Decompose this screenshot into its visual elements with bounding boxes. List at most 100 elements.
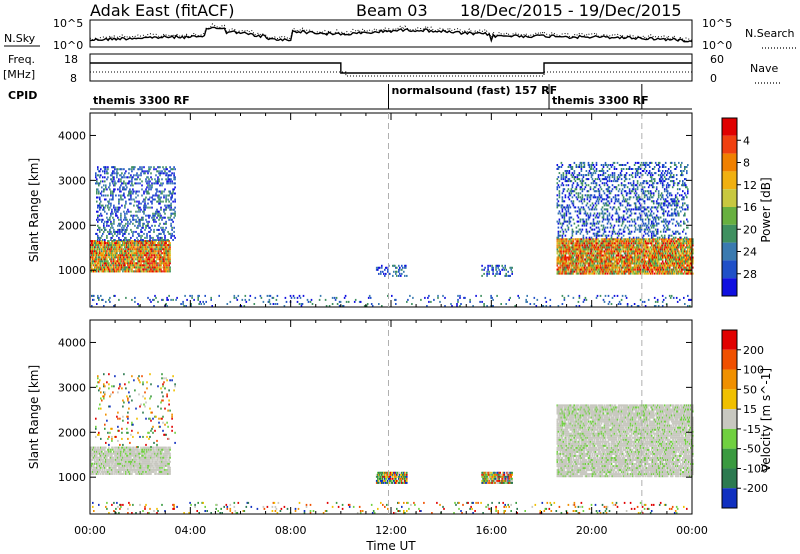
echo-cell bbox=[611, 164, 614, 166]
echo-cell bbox=[666, 244, 669, 247]
echo-cell bbox=[572, 270, 575, 273]
echo-cell bbox=[623, 252, 626, 255]
echo-cell bbox=[131, 242, 133, 245]
echo-cell bbox=[585, 262, 588, 265]
echo-cell bbox=[559, 244, 562, 247]
echo-cell bbox=[121, 258, 123, 261]
echo-cell bbox=[148, 270, 150, 273]
echo-cell bbox=[102, 240, 104, 243]
echo-cell bbox=[99, 260, 101, 263]
echo-cell bbox=[571, 272, 574, 275]
echo-cell bbox=[561, 260, 564, 263]
echo-cell bbox=[155, 270, 157, 273]
echo-cell bbox=[629, 248, 632, 251]
echo-cell bbox=[151, 206, 153, 209]
echo-cell bbox=[143, 190, 145, 193]
echo-cell bbox=[575, 256, 578, 259]
echo-cell bbox=[143, 232, 145, 235]
echo-cell bbox=[91, 266, 93, 269]
echo-cell bbox=[109, 270, 111, 273]
echo-cell bbox=[399, 266, 401, 269]
echo-cell bbox=[556, 260, 559, 263]
echo-cell bbox=[120, 168, 122, 171]
echo-cell bbox=[618, 232, 621, 235]
echo-cell bbox=[591, 266, 594, 269]
echo-cell bbox=[405, 264, 407, 267]
echo-cell bbox=[146, 186, 148, 189]
echo-cell bbox=[685, 252, 687, 255]
echo-cell bbox=[163, 168, 165, 171]
echo-cell bbox=[622, 184, 625, 187]
echo-cell bbox=[616, 268, 619, 271]
echo-cell bbox=[609, 272, 612, 275]
echo-cell bbox=[113, 230, 115, 233]
echo-cell bbox=[145, 218, 147, 221]
echo-cell bbox=[135, 262, 137, 265]
echo-cell bbox=[597, 222, 600, 225]
echo-cell bbox=[140, 240, 142, 243]
echo-cell bbox=[595, 264, 598, 267]
echo-cell bbox=[570, 188, 573, 191]
echo-cell bbox=[650, 240, 653, 243]
echo-cell bbox=[142, 264, 144, 267]
echo-cell bbox=[112, 252, 114, 255]
echo-cell bbox=[150, 264, 152, 267]
echo-cell bbox=[617, 190, 620, 193]
echo-cell bbox=[623, 270, 626, 273]
echo-cell bbox=[98, 258, 100, 261]
echo-cell bbox=[641, 244, 644, 247]
echo-cell bbox=[91, 240, 93, 243]
echo-cell bbox=[605, 258, 608, 261]
echo-cell bbox=[123, 232, 125, 235]
echo-cell bbox=[575, 196, 578, 199]
echo-cell bbox=[148, 258, 150, 261]
echo-cell bbox=[124, 239, 126, 241]
echo-cell bbox=[112, 196, 114, 199]
echo-cell bbox=[146, 176, 148, 179]
echo-cell bbox=[133, 230, 135, 233]
echo-cell bbox=[592, 244, 595, 247]
echo-cell bbox=[158, 254, 160, 257]
echo-cell bbox=[578, 240, 581, 243]
echo-cell bbox=[606, 170, 609, 172]
echo-cell bbox=[692, 250, 694, 253]
echo-cell bbox=[109, 268, 111, 271]
echo-cell bbox=[651, 268, 654, 271]
echo-cell bbox=[111, 180, 113, 183]
echo-cell bbox=[613, 270, 616, 273]
echo-cell bbox=[606, 194, 609, 197]
echo-cell bbox=[144, 242, 146, 245]
echo-cell bbox=[582, 234, 585, 237]
echo-cell bbox=[152, 236, 154, 239]
echo-cell bbox=[118, 262, 120, 265]
echo-cell bbox=[602, 198, 605, 201]
echo-cell bbox=[585, 260, 588, 263]
echo-cell bbox=[133, 190, 135, 193]
echo-cell bbox=[668, 238, 671, 241]
echo-cell bbox=[688, 238, 690, 241]
echo-cell bbox=[156, 256, 158, 259]
echo-cell bbox=[689, 250, 691, 253]
echo-cell bbox=[667, 264, 670, 267]
echo-cell bbox=[592, 222, 595, 225]
echo-cell bbox=[108, 254, 110, 257]
echo-cell bbox=[598, 212, 601, 215]
echo-cell bbox=[613, 224, 616, 227]
echo-cell bbox=[103, 222, 105, 225]
echo-cell bbox=[392, 264, 394, 267]
echo-cell bbox=[623, 210, 626, 213]
echo-cell bbox=[640, 250, 643, 253]
echo-cell bbox=[121, 268, 123, 271]
echo-cell bbox=[117, 246, 119, 249]
echo-cell bbox=[106, 220, 108, 223]
echo-cell bbox=[645, 244, 648, 247]
echo-cell bbox=[133, 270, 135, 273]
echo-cell bbox=[96, 248, 98, 251]
echo-cell bbox=[590, 194, 593, 197]
echo-cell bbox=[113, 184, 115, 187]
echo-cell bbox=[119, 230, 121, 233]
echo-cell bbox=[109, 246, 111, 249]
echo-cell bbox=[570, 180, 573, 183]
echo-cell bbox=[116, 268, 118, 271]
echo-cell bbox=[616, 232, 619, 235]
